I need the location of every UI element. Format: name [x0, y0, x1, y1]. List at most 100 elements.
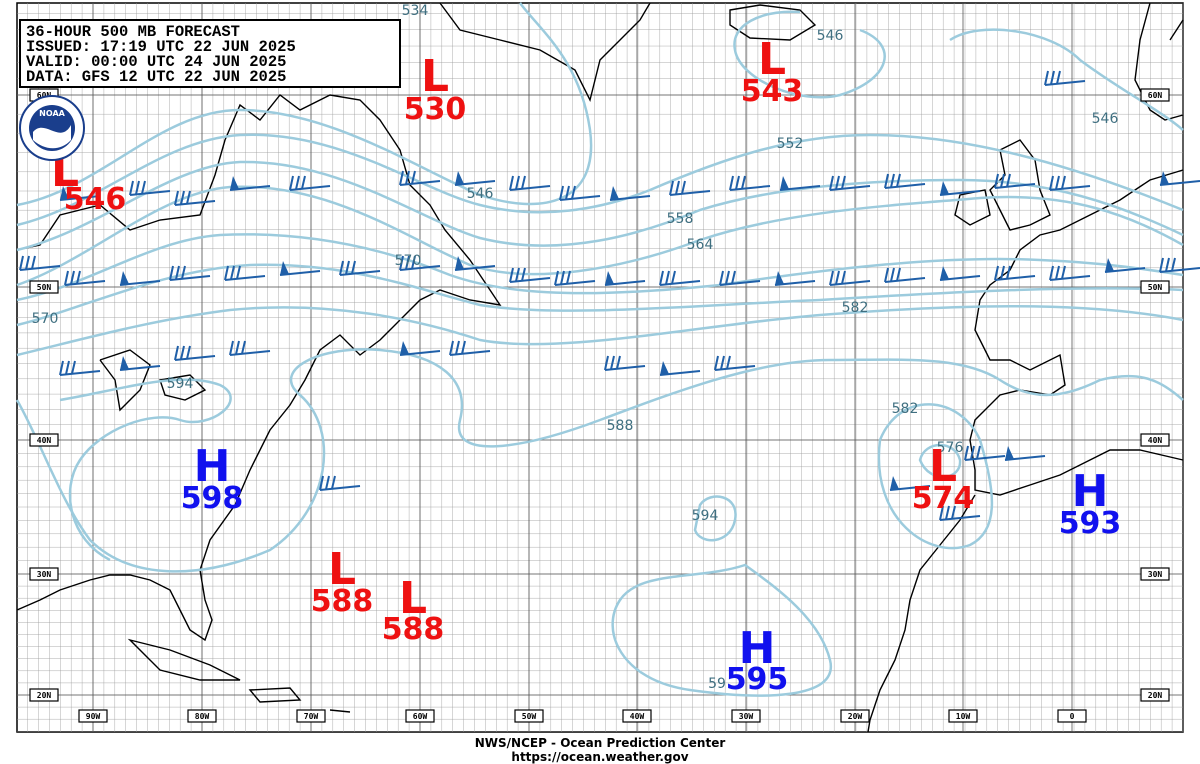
footer-line: https://ocean.weather.gov — [511, 750, 688, 764]
lat-label: 50N — [1148, 283, 1163, 292]
contour-588 — [15, 348, 1184, 573]
lat-label: 30N — [37, 570, 52, 579]
barb-feather — [509, 175, 514, 191]
contour-label: 582 — [842, 300, 869, 316]
barb-feather — [345, 260, 350, 275]
lon-label-box — [948, 709, 978, 723]
contour-label: 570 — [395, 253, 422, 269]
barb-feather — [289, 175, 294, 191]
contour-label: 576 — [937, 440, 964, 456]
center-value: 593 — [1059, 506, 1122, 541]
barb-feather — [1006, 173, 1011, 188]
barb-pennant — [230, 176, 239, 190]
center-letter: L — [929, 441, 957, 492]
header-line: DATA: GFS 12 UTC 22 JUN 2025 — [26, 68, 286, 86]
barb-feather — [186, 190, 191, 205]
header-line: 36-HOUR 500 MB FORECAST — [26, 23, 240, 41]
wind-barb — [964, 445, 1006, 461]
wind-barb — [289, 175, 331, 191]
barb-staff — [1104, 267, 1146, 273]
barb-staff — [59, 195, 101, 201]
lon-label: 40W — [630, 712, 645, 721]
contour-low-574 — [877, 403, 994, 550]
lat-label: 50N — [37, 283, 52, 292]
wind-barbs — [19, 70, 1200, 521]
wind-barb — [1004, 446, 1046, 461]
lat-label: 20N — [37, 691, 52, 700]
barb-feather — [129, 180, 134, 196]
barb-pennant — [60, 186, 69, 200]
wind-barb — [229, 340, 271, 356]
barb-feather — [994, 173, 999, 189]
barb-feather — [325, 475, 330, 490]
center-value: 598 — [181, 481, 244, 516]
barb-feather — [405, 255, 410, 270]
barb-feather — [841, 270, 846, 285]
wind-barb — [509, 267, 551, 283]
barb-staff — [119, 280, 161, 286]
barb-feather — [31, 255, 36, 270]
wind-barb — [559, 185, 601, 201]
header-box: 36-HOUR 500 MB FORECAST ISSUED: 17:19 UT… — [19, 19, 401, 88]
lon-label: 60W — [413, 712, 428, 721]
wind-barb — [1159, 171, 1200, 186]
lat-label-box — [1140, 88, 1170, 102]
lat-label-box — [29, 280, 59, 294]
map-labels: 60N 60N 50N 50N 40N 40N 30N 30N 20N 20N 90W 80W 70W 6… — [29, 3, 1170, 723]
lon-label-box — [622, 709, 652, 723]
wind-barb — [604, 355, 646, 371]
lat-label: 60N — [1148, 91, 1163, 100]
barb-feather — [521, 175, 526, 190]
barb-feather — [509, 267, 514, 283]
barb-feather — [1171, 257, 1176, 272]
center-value: 574 — [912, 481, 975, 516]
barb-feather — [1061, 265, 1066, 280]
lon-label-box — [78, 709, 108, 723]
barb-feather — [70, 270, 75, 285]
barb-pennant — [400, 341, 409, 355]
center-value: 546 — [64, 182, 127, 217]
contour-label: 546 — [1092, 111, 1119, 127]
barb-feather — [515, 175, 520, 190]
header-line: ISSUED: 17:19 UTC 22 JUN 2025 — [26, 38, 296, 56]
coastlines — [16, 2, 1184, 733]
barb-feather — [735, 175, 740, 190]
wind-barb — [1049, 175, 1091, 191]
barb-feather — [964, 445, 969, 461]
barb-feather — [19, 255, 24, 271]
wind-barb — [829, 175, 871, 191]
wind-barb — [119, 356, 161, 371]
barb-feather — [235, 340, 240, 355]
barb-pennant — [1005, 446, 1014, 460]
barb-feather — [835, 270, 840, 285]
barb-staff — [779, 185, 821, 191]
wind-barb — [129, 180, 171, 196]
barb-feather — [65, 360, 70, 375]
barb-pennant — [610, 186, 619, 200]
contour-label: 564 — [687, 237, 714, 253]
barb-feather — [726, 355, 731, 370]
coast-africa — [867, 494, 976, 733]
wind-barb — [174, 190, 216, 206]
barb-feather — [521, 267, 526, 282]
barb-pennant — [775, 271, 784, 285]
barb-feather — [411, 170, 416, 185]
wind-barb — [659, 361, 701, 376]
lat-label: 60N — [37, 91, 52, 100]
wind-barb — [994, 173, 1036, 189]
barb-feather — [399, 170, 404, 186]
wind-barb — [994, 265, 1036, 281]
barb-feather — [1049, 175, 1054, 191]
wind-barb — [939, 505, 981, 521]
barb-feather — [1055, 175, 1060, 190]
wind-barb — [889, 476, 931, 491]
wind-barb — [399, 341, 441, 356]
center-value: 530 — [404, 92, 467, 127]
barb-feather — [669, 180, 674, 196]
coast-europe — [969, 169, 1184, 496]
barb-feather — [610, 355, 615, 370]
barb-feather — [939, 505, 944, 521]
barb-feather — [1061, 175, 1066, 190]
wind-barb — [19, 255, 61, 271]
lon-label: 80W — [195, 712, 210, 721]
